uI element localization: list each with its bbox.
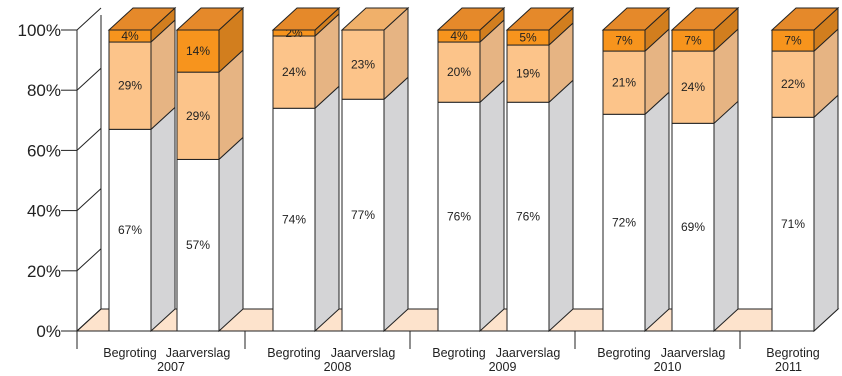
bar-segment-front	[272, 107, 316, 332]
bar-segment-front	[176, 29, 220, 73]
bar-top-face	[770, 7, 840, 31]
x-group-label: 2007	[157, 360, 185, 374]
bar-value-label: 72%	[612, 216, 636, 230]
bar-value-label: 14%	[186, 44, 210, 58]
bar-top-face	[505, 7, 575, 31]
x-group-label: 2009	[489, 360, 517, 374]
bar-segment-side	[548, 79, 574, 333]
y-depth-tick	[76, 188, 102, 211]
bar-value-label: 7%	[784, 34, 802, 48]
bar-segment-front	[176, 71, 220, 160]
y-depth-tick	[76, 308, 102, 332]
y-tick-label: 0%	[36, 322, 61, 341]
bar-value-label: 76%	[447, 210, 471, 224]
bar-value-label: 20%	[447, 65, 471, 79]
bar-value-label: 74%	[282, 213, 306, 227]
y-depth-tick	[76, 128, 102, 151]
y-tick-label: 80%	[27, 81, 61, 100]
bar-value-label: 23%	[351, 58, 375, 72]
bar-value-label: 4%	[450, 29, 468, 43]
bar-value-label: 4%	[121, 29, 139, 43]
x-category-label: Jaarverslag	[496, 346, 561, 360]
x-category-label: Jaarverslag	[661, 346, 726, 360]
bar-segment-front	[272, 35, 316, 109]
y-tick-label: 60%	[27, 141, 61, 160]
bar-value-label: 71%	[781, 217, 805, 231]
bar-segment-front	[341, 29, 385, 100]
back-wall-edge	[76, 15, 102, 332]
y-tick-label: 100%	[18, 21, 61, 40]
bar-top-face	[340, 7, 410, 31]
bar-segment-front	[771, 116, 815, 332]
y-depth-tick	[76, 7, 102, 31]
bar-value-label: 29%	[186, 109, 210, 123]
bar-segment-side	[314, 85, 340, 333]
bar-value-label: 7%	[684, 34, 702, 48]
bar-segment-side	[218, 136, 244, 333]
x-category-label: Begroting	[103, 346, 157, 360]
x-category-label: Jaarverslag	[331, 346, 396, 360]
y-depth-tick	[76, 248, 102, 272]
bar-segment-side	[644, 91, 670, 333]
x-category-label: Begroting	[432, 346, 486, 360]
bar-value-label: 69%	[681, 220, 705, 234]
x-category-label: Jaarverslag	[166, 346, 231, 360]
y-tick-label: 40%	[27, 202, 61, 221]
bar-value-label: 22%	[781, 77, 805, 91]
x-group-label: 2010	[654, 360, 682, 374]
bar-segment-side	[479, 79, 505, 333]
bar-top-face	[271, 7, 341, 31]
y-depth-tick	[76, 67, 102, 91]
bar-value-label: 7%	[615, 34, 633, 48]
bar-value-label: 21%	[612, 76, 636, 90]
bar-top-face	[175, 7, 245, 31]
bar-segment-side	[713, 100, 739, 333]
y-tick-label: 20%	[27, 262, 61, 281]
bar-top-face	[670, 7, 740, 31]
x-category-label: Begroting	[597, 346, 651, 360]
bar-segment-front	[671, 122, 715, 332]
bar-value-label: 29%	[118, 79, 142, 93]
bar-value-label: 5%	[519, 31, 537, 45]
bar-segment-front	[506, 44, 550, 103]
bar-top-face	[107, 7, 177, 31]
bar-segment-side	[383, 76, 409, 333]
x-category-label: Begroting	[766, 346, 820, 360]
x-group-label: 2008	[324, 360, 352, 374]
bar-value-label: 57%	[186, 238, 210, 252]
bar-segment-side	[150, 106, 176, 333]
x-group-label: 2011	[775, 360, 802, 374]
bar-value-label: 77%	[351, 208, 375, 222]
bar-value-label: 24%	[681, 80, 705, 94]
bar-value-label: 67%	[118, 223, 142, 237]
bar-top-face	[601, 7, 671, 31]
bar-segment-side	[813, 94, 839, 333]
bar-value-label: 19%	[516, 67, 540, 81]
bar-segment-front	[437, 101, 481, 332]
bar-value-label: 76%	[516, 210, 540, 224]
bar-top-face	[436, 7, 506, 31]
x-category-label: Begroting	[267, 346, 321, 360]
bar-segment-front	[771, 50, 815, 118]
bar-value-label: 24%	[282, 65, 306, 79]
